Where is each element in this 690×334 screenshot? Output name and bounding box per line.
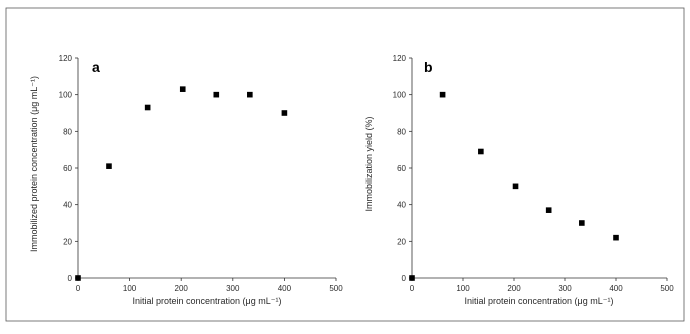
chart-b-y-tick-label: 20 [397, 237, 406, 246]
chart-b-data-point [579, 220, 585, 226]
chart-a-x-ticks: 0 100 200 300 400 500 [76, 278, 343, 293]
chart-b-x-tick-label: 200 [507, 284, 521, 293]
chart-b-data-point [478, 148, 484, 155]
chart-panel-a: 0 20 40 60 80 100 120 0 100 200 300 400 500 a Initi… [29, 54, 343, 306]
chart-a-y-tick-label: 100 [59, 91, 73, 100]
chart-a-x-tick-label: 300 [226, 284, 240, 293]
chart-b-panel-label: b [424, 59, 433, 75]
chart-b-data-point [613, 234, 619, 241]
chart-b-data-point [545, 207, 552, 213]
chart-b-y-tick-label: 100 [393, 91, 407, 100]
chart-b-y-axis-title: Immobilization yield (%) [364, 116, 374, 211]
chart-a-y-tick-label: 40 [63, 201, 72, 210]
chart-a-x-tick-label: 100 [123, 284, 137, 293]
chart-a-x-axis-title: Initial protein concentration (μg mL⁻¹) [132, 296, 281, 306]
chart-a-data-point [75, 275, 81, 281]
chart-a-x-tick-label: 500 [329, 284, 343, 293]
chart-b-axes [411, 58, 667, 279]
chart-b-y-tick-label: 120 [393, 54, 407, 63]
chart-a-data-point [106, 163, 112, 169]
chart-b-data-point [409, 275, 415, 281]
chart-b-y-ticks: 0 20 40 60 80 100 120 [393, 54, 412, 283]
chart-panel-b: 0 20 40 60 80 100 120 0 100 200 300 400 500 b Initi… [364, 54, 674, 306]
chart-b-x-ticks: 0 100 200 300 400 500 [410, 278, 674, 293]
chart-b-x-tick-label: 0 [410, 284, 415, 293]
chart-b-x-tick-label: 500 [660, 284, 674, 293]
chart-b-y-tick-label: 40 [397, 201, 406, 210]
chart-a-y-tick-label: 120 [59, 54, 73, 63]
chart-a-data-point [179, 86, 186, 92]
chart-a-y-tick-label: 20 [63, 237, 72, 246]
chart-a-data-point [281, 110, 288, 116]
chart-b-y-tick-label: 80 [397, 127, 406, 136]
chart-b-data-point [439, 91, 446, 98]
chart-b-y-tick-label: 60 [397, 164, 406, 173]
chart-b-points [409, 91, 619, 281]
chart-b-x-tick-label: 300 [558, 284, 572, 293]
chart-a-y-tick-label: 80 [63, 127, 72, 136]
chart-a-y-tick-label: 60 [63, 164, 72, 173]
chart-a-panel-label: a [92, 59, 100, 75]
chart-a-x-tick-label: 400 [278, 284, 292, 293]
chart-a-data-point [247, 91, 253, 98]
chart-a-x-tick-label: 0 [76, 284, 81, 293]
chart-a-x-tick-label: 200 [175, 284, 189, 293]
chart-b-y-tick-label: 0 [402, 274, 407, 283]
chart-b-x-axis-title: Initial protein concentration (μg mL⁻¹) [464, 296, 613, 306]
chart-a-axes [77, 58, 336, 279]
chart-b-data-point [512, 183, 519, 190]
chart-b-x-tick-label: 100 [456, 284, 470, 293]
chart-a-data-point [144, 104, 151, 111]
chart-a-y-ticks: 0 20 40 60 80 100 120 [59, 54, 78, 283]
chart-a-data-point [213, 91, 220, 98]
chart-b-x-tick-label: 400 [609, 284, 623, 293]
chart-a-y-tick-label: 0 [68, 274, 73, 283]
chart-a-points [75, 86, 288, 281]
chart-a-y-axis-title: Immobilized protein concentration (μg mL… [29, 76, 39, 252]
figure-border [5, 7, 685, 322]
